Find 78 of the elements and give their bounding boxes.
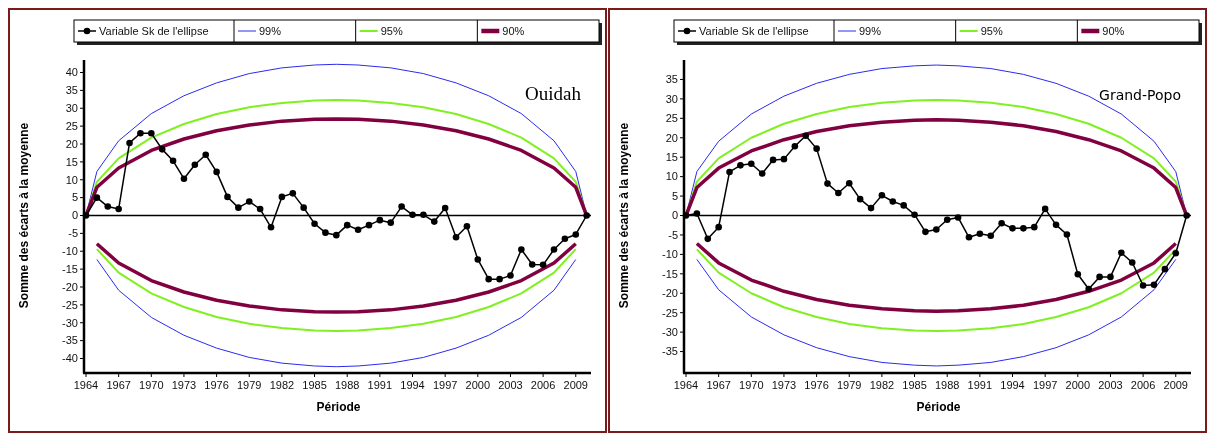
x-tick-label: 1991 — [967, 379, 993, 391]
x-tick-label: 2006 — [530, 379, 556, 391]
y-tick-label: -20 — [662, 287, 678, 300]
y-tick-label: 0 — [71, 209, 78, 222]
x-tick-label: 2009 — [1163, 379, 1189, 391]
y-tick-label: -30 — [662, 325, 678, 338]
x-tick-label: 1982 — [869, 379, 895, 391]
y-tick-label: -40 — [62, 352, 78, 365]
y-tick-label: -30 — [62, 316, 78, 329]
y-tick-label: 25 — [65, 119, 78, 132]
x-tick-label: 1976 — [204, 379, 229, 391]
x-tick-label: 1964 — [73, 379, 99, 391]
x-tick-label: 1985 — [902, 379, 927, 391]
y-tick-label: -35 — [62, 334, 78, 347]
legend-label: Variable Sk de l'ellipse — [99, 24, 209, 37]
y-tick-label: 30 — [65, 102, 78, 115]
y-tick-label: 25 — [665, 112, 678, 125]
x-tick-label: 1997 — [432, 379, 458, 391]
x-tick-label: 2000 — [1065, 379, 1091, 391]
y-tick-label: 40 — [65, 66, 78, 79]
y-tick-label: -35 — [662, 345, 678, 358]
x-tick-label: 1994 — [400, 379, 425, 391]
y-tick-label: 15 — [65, 155, 78, 168]
x-tick-label: 1970 — [139, 379, 164, 391]
y-tick-label: 20 — [65, 137, 78, 150]
annotation: Ouidah — [525, 83, 582, 104]
legend-label: 99% — [859, 24, 882, 37]
x-tick-label: 2003 — [1098, 379, 1123, 391]
x-tick-label: 1985 — [302, 379, 327, 391]
x-tick-label: 1964 — [673, 379, 699, 391]
x-axis-title: Période — [916, 400, 961, 414]
y-tick-label: -10 — [662, 248, 678, 261]
y-tick-label: -5 — [68, 227, 78, 240]
legend-label: 95% — [980, 24, 1003, 37]
legend-label: 90% — [502, 24, 525, 37]
legend-label: Variable Sk de l'ellipse — [699, 24, 809, 37]
x-tick-label: 1988 — [334, 379, 360, 391]
y-tick-label: 35 — [65, 84, 78, 97]
y-tick-label: 20 — [665, 131, 678, 144]
x-tick-label: 1979 — [237, 379, 262, 391]
x-axis-title: Période — [316, 400, 361, 414]
legend-label: 99% — [259, 24, 282, 37]
x-tick-label: 1979 — [837, 379, 862, 391]
x-tick-label: 1997 — [1032, 379, 1058, 391]
y-tick-label: -25 — [662, 306, 678, 319]
x-tick-label: 1994 — [1000, 379, 1025, 391]
y-tick-label: 30 — [665, 92, 678, 105]
x-tick-label: 1982 — [269, 379, 295, 391]
x-tick-label: 1976 — [804, 379, 829, 391]
y-tick-label: 15 — [665, 151, 678, 164]
x-tick-label: 1991 — [367, 379, 393, 391]
x-tick-label: 1967 — [706, 379, 731, 391]
y-tick-label: 10 — [665, 170, 678, 183]
x-tick-label: 2000 — [465, 379, 491, 391]
x-tick-label: 1967 — [106, 379, 131, 391]
y-tick-label: 5 — [71, 191, 78, 204]
y-tick-label: -20 — [62, 280, 78, 293]
y-tick-label: -25 — [62, 298, 78, 311]
x-tick-label: 2009 — [563, 379, 589, 391]
y-tick-label: 0 — [671, 209, 678, 222]
x-tick-label: 2003 — [498, 379, 523, 391]
y-axis-title: Somme des écarts à la moyenne — [17, 122, 31, 309]
legend-label: 95% — [380, 24, 403, 37]
legend-label: 90% — [1102, 24, 1125, 37]
x-tick-label: 2006 — [1130, 379, 1156, 391]
x-tick-label: 1973 — [171, 379, 197, 391]
x-tick-label: 1988 — [934, 379, 960, 391]
y-tick-label: -15 — [662, 267, 678, 280]
x-tick-label: 1973 — [771, 379, 797, 391]
y-tick-label: 35 — [665, 73, 678, 86]
y-tick-label: -10 — [62, 245, 78, 258]
y-tick-label: -5 — [668, 228, 678, 241]
y-tick-label: -15 — [62, 262, 78, 275]
y-tick-label: 10 — [65, 173, 78, 186]
y-axis-title: Somme des écarts à la moyenne — [617, 122, 631, 309]
annotation: Grand-Popo — [1099, 87, 1181, 103]
y-tick-label: 5 — [671, 189, 678, 202]
x-tick-label: 1970 — [739, 379, 764, 391]
